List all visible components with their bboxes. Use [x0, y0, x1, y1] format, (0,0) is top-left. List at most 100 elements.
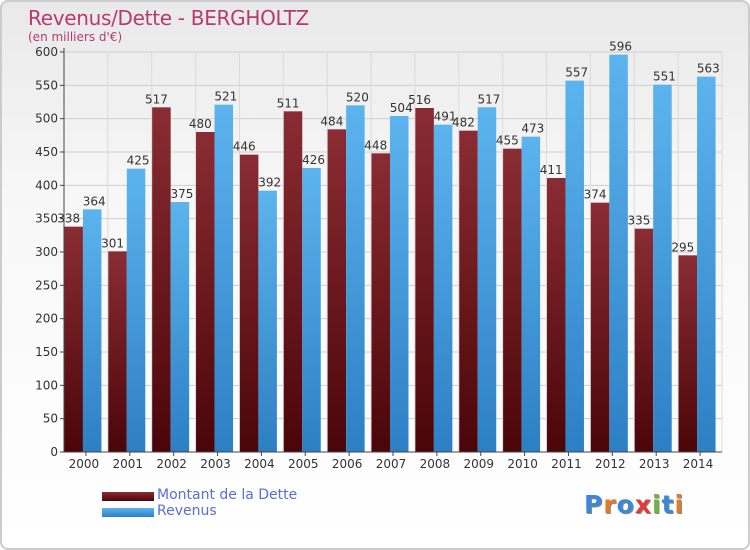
logo-letter: t: [661, 490, 675, 519]
bar-debt-2004: [239, 154, 259, 452]
bars: [64, 54, 716, 453]
data-label-revenue-2014: 563: [697, 62, 720, 76]
data-label-debt-2009: 482: [452, 116, 475, 130]
data-label-debt-2000: 338: [57, 212, 80, 226]
x-tick-label: 2008: [420, 457, 451, 471]
data-labels: 3383643014255173754805214463925114264845…: [57, 40, 720, 255]
y-tick-label: 400: [35, 178, 58, 192]
data-label-debt-2006: 484: [320, 114, 343, 128]
data-label-debt-2005: 511: [277, 96, 300, 110]
bar-revenue-2009: [477, 107, 497, 452]
logo-letter: i: [674, 490, 685, 519]
y-tick-label: 500: [35, 112, 58, 126]
y-tick-label: 550: [35, 78, 58, 92]
bar-debt-2001: [108, 251, 127, 452]
bar-revenue-2002: [170, 202, 190, 452]
y-tick-label: 50: [43, 412, 58, 426]
bar-revenue-2001: [126, 168, 146, 452]
data-label-debt-2013: 335: [627, 214, 650, 228]
bar-revenue-2003: [214, 104, 234, 453]
data-label-revenue-2002: 375: [170, 187, 193, 201]
data-label-debt-2001: 301: [101, 236, 124, 250]
y-tick-label: 300: [35, 245, 58, 259]
data-label-revenue-2004: 392: [258, 176, 281, 190]
x-tick-label: 2011: [551, 457, 582, 471]
legend-swatch-revenue: [102, 508, 154, 517]
y-tick-label: 250: [35, 278, 58, 292]
bar-debt-2012: [590, 202, 610, 452]
x-tick-label: 2002: [156, 457, 187, 471]
bar-debt-2009: [459, 130, 478, 452]
bar-revenue-2010: [521, 136, 541, 452]
bar-revenue-2008: [433, 124, 453, 453]
data-label-revenue-2003: 521: [214, 90, 237, 104]
bar-debt-2007: [371, 153, 390, 453]
x-tick-label: 2007: [376, 457, 407, 471]
data-label-revenue-2001: 425: [127, 154, 150, 168]
x-tick-label: 2009: [463, 457, 494, 471]
logo-letter: r: [603, 490, 617, 519]
logo-letter: o: [616, 490, 635, 519]
bar-revenue-2014: [697, 76, 716, 453]
x-tick-label: 2010: [507, 457, 538, 471]
logo-letter: x: [634, 490, 652, 519]
data-label-debt-2003: 480: [189, 117, 212, 131]
bar-revenue-2012: [609, 54, 628, 453]
x-tick-label: 2013: [639, 457, 670, 471]
bar-debt-2014: [678, 255, 698, 452]
bar-debt-2000: [64, 226, 83, 452]
y-tick-label: 100: [35, 378, 58, 392]
bar-revenue-2000: [82, 209, 102, 452]
x-tick-label: 2014: [683, 457, 714, 471]
bar-revenue-2004: [258, 190, 277, 452]
data-label-revenue-2006: 520: [346, 90, 369, 104]
data-label-revenue-2007: 504: [390, 101, 413, 115]
legend-label-revenue: Revenus: [157, 503, 217, 519]
y-tick-label: 600: [35, 45, 58, 59]
bar-revenue-2007: [390, 116, 409, 452]
data-label-debt-2004: 446: [233, 140, 256, 154]
data-label-revenue-2000: 364: [83, 194, 106, 208]
logo-letter: i: [652, 490, 662, 519]
x-tick-label: 2001: [113, 457, 144, 471]
data-label-revenue-2005: 426: [302, 153, 325, 167]
x-tick-label: 2003: [200, 457, 231, 471]
bar-debt-2005: [283, 111, 303, 452]
data-label-revenue-2011: 557: [565, 66, 588, 80]
data-label-debt-2008: 516: [408, 93, 431, 107]
x-tick-label: 2004: [244, 457, 275, 471]
data-label-debt-2002: 517: [145, 92, 168, 106]
bar-debt-2006: [327, 129, 347, 452]
bar-revenue-2006: [346, 105, 365, 452]
data-label-debt-2012: 374: [584, 188, 607, 202]
bar-debt-2013: [634, 228, 654, 452]
y-tick-label: 150: [35, 345, 58, 359]
bar-debt-2002: [152, 107, 171, 452]
bar-debt-2011: [546, 178, 566, 452]
x-tick-label: 2012: [595, 457, 626, 471]
legend-label-debt: Montant de la Dette: [157, 487, 298, 503]
bar-debt-2003: [196, 132, 215, 452]
data-label-revenue-2013: 551: [653, 70, 676, 84]
y-tick-label: 0: [50, 445, 58, 459]
x-tick-label: 2006: [332, 457, 363, 471]
data-label-revenue-2010: 473: [521, 122, 544, 136]
y-tick-label: 450: [35, 145, 58, 159]
data-label-debt-2011: 411: [540, 163, 563, 177]
legend-swatch-debt: [102, 492, 154, 501]
data-label-debt-2014: 295: [671, 240, 694, 254]
chart-title: Revenus/Dette - BERGHOLTZ: [28, 6, 309, 30]
bar-revenue-2005: [302, 168, 321, 452]
data-label-revenue-2012: 596: [609, 40, 632, 54]
bar-revenue-2013: [653, 84, 672, 453]
chart-subtitle: (en milliers d'€): [28, 30, 123, 44]
proxiti-logo: Proxiti: [584, 490, 684, 519]
data-label-debt-2007: 448: [364, 138, 387, 152]
bar-revenue-2011: [565, 80, 584, 453]
y-tick-label: 350: [35, 212, 58, 226]
axes: 0 50 100 150 200 250 300 350 400 450 500 550 600 2000…: [35, 45, 722, 471]
logo-letter: P: [584, 490, 604, 519]
data-label-revenue-2009: 517: [478, 92, 501, 106]
